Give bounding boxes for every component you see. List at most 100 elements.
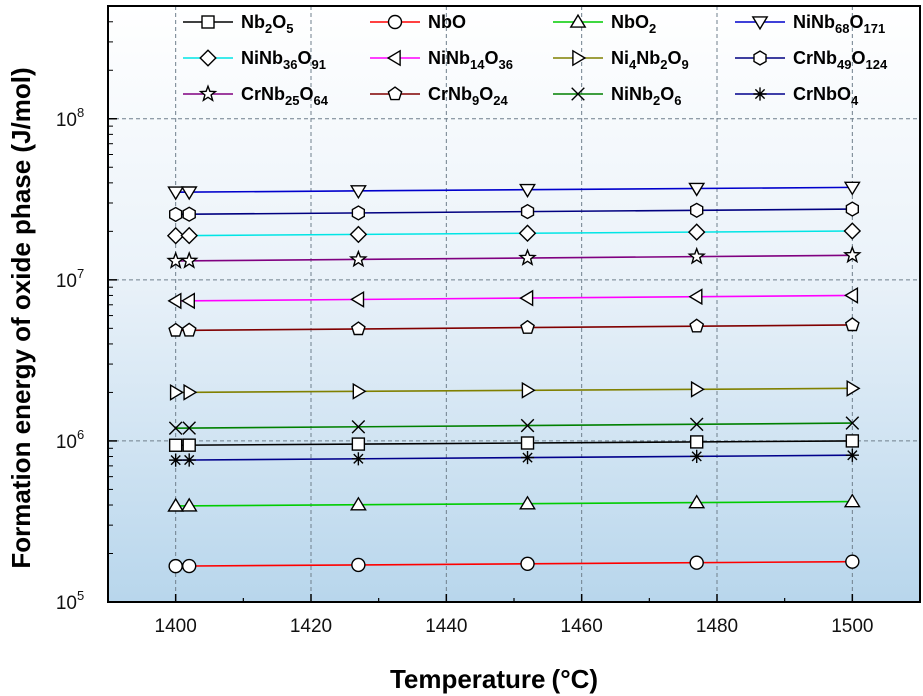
series-line-crnbo4 (175, 454, 853, 461)
data-point-crnb49o124 (168, 206, 183, 223)
data-point-ni4nb2o9 (352, 382, 367, 400)
series-line-ninb68o171 (175, 186, 853, 193)
legend-marker-crnb49o124 (753, 50, 767, 66)
series-line-crnb9o24 (175, 324, 853, 332)
legend-marker-ni4nb2o9 (572, 49, 587, 67)
data-point-ninb68o171 (519, 183, 536, 198)
data-point-crnb49o124 (690, 202, 704, 219)
legend-marker-crnb25o64 (198, 84, 218, 102)
data-point-crnb9o24 (168, 322, 184, 337)
legend-marker-nbo (387, 14, 403, 30)
x-axis-title-text: Temperature (390, 664, 546, 694)
x-tick-label: 1440 (425, 616, 467, 637)
data-point-ninb68o171 (349, 185, 367, 200)
data-point-ninb68o171 (180, 186, 198, 201)
data-point-crnb25o64 (518, 248, 537, 266)
data-point-crnb49o124 (845, 201, 859, 217)
data-point-crnbo4 (351, 452, 365, 466)
data-point-ni4nb2o9 (846, 379, 861, 397)
data-point-ninb36o91 (349, 225, 368, 244)
data-point-crnb9o24 (520, 319, 535, 334)
series-line-nbo (175, 560, 853, 567)
legend-marker-crnb9o24 (387, 86, 403, 101)
data-point-nbo2 (180, 497, 198, 512)
data-point-nbo2 (688, 494, 706, 509)
data-point-ninb14o36 (688, 288, 703, 306)
data-point-ni4nb2o9 (183, 383, 198, 401)
data-point-ninb68o171 (167, 186, 185, 201)
data-point-nb2o5 (520, 436, 535, 450)
x-axis-unit: °C (560, 664, 589, 694)
legend-label-ninb36o91: NiNb36O91 (241, 48, 326, 72)
legend-label-ninb14o36: NiNb14O36 (428, 48, 513, 72)
series-line-ninb14o36 (175, 294, 853, 302)
data-point-crnb9o24 (844, 317, 860, 332)
legend-label-crnb25o64: CrNb25O64 (241, 84, 329, 108)
data-point-crnb25o64 (348, 249, 368, 268)
legend-marker-ninb36o91 (199, 49, 217, 67)
data-point-crnb9o24 (181, 322, 197, 337)
data-point-ninb14o36 (180, 292, 196, 310)
legend-label-ninb68o171: NiNb68O171 (793, 12, 885, 36)
data-point-crnb25o64 (843, 245, 862, 264)
series-line-crnb25o64 (175, 254, 853, 262)
data-point-crnb49o124 (182, 206, 196, 222)
data-point-nb2o5 (182, 438, 196, 452)
legend-label-nb2o5: Nb2O5 (241, 12, 293, 36)
series-line-crnb49o124 (175, 208, 853, 216)
data-point-nb2o5 (845, 434, 860, 448)
data-point-ninb36o91 (687, 223, 706, 241)
data-point-ni4nb2o9 (169, 383, 184, 401)
y-axis-title: Formation energy of oxide phase (J/mol) (6, 67, 36, 568)
legend-label-ninb2o6: NiNb2O6 (611, 84, 681, 108)
data-point-nb2o5 (690, 435, 704, 449)
data-point-crnb9o24 (689, 318, 705, 333)
data-point-ninb2o6 (520, 418, 535, 433)
data-point-nb2o5 (351, 437, 366, 451)
series-markers (166, 181, 862, 574)
data-point-ninb2o6 (845, 416, 860, 430)
series-line-ninb36o91 (175, 230, 853, 237)
data-point-ninb36o91 (843, 222, 862, 240)
data-point-ninb14o36 (844, 286, 859, 304)
legend-marker-crnbo4 (753, 87, 767, 101)
x-tick-label: 1500 (831, 616, 873, 637)
data-point-ninb14o36 (167, 292, 182, 310)
data-point-ninb14o36 (519, 289, 534, 307)
data-point-crnbo4 (845, 448, 859, 462)
legend-marker-ninb14o36 (386, 49, 401, 67)
data-point-nbo2 (349, 496, 367, 511)
series-line-nbo2 (175, 500, 853, 507)
legend-label-crnb9o24: CrNb9O24 (428, 84, 508, 108)
data-point-ninb36o91 (166, 226, 185, 245)
y-tick-label: 107 (56, 266, 84, 292)
data-point-ni4nb2o9 (690, 380, 705, 398)
data-point-crnbo4 (690, 449, 704, 463)
data-point-ninb36o91 (180, 226, 198, 245)
series-lines (175, 186, 853, 567)
legend-label-crnbo4: CrNbO4 (793, 84, 859, 108)
legend: Nb2O5 NbO NbO2 NiNb68O171 NiNb36O91 NiNb14O36… (183, 12, 888, 108)
data-point-ninb68o171 (688, 182, 706, 197)
data-point-nbo (689, 555, 704, 570)
data-point-nbo (351, 557, 366, 573)
data-point-nbo (168, 558, 183, 574)
data-point-crnbo4 (169, 453, 183, 467)
legend-label-crnb49o124: CrNb49O124 (793, 48, 888, 72)
data-point-crnb49o124 (351, 205, 365, 221)
y-tick-label: 105 (56, 588, 84, 614)
legend-label-ni4nb2o9: Ni4Nb2O9 (611, 48, 689, 72)
series-line-ninb2o6 (175, 422, 853, 429)
legend-marker-ninb68o171 (751, 16, 769, 31)
data-point-ninb2o6 (689, 417, 704, 432)
data-point-ni4nb2o9 (521, 381, 536, 399)
x-tick-label: 1420 (290, 616, 332, 637)
data-point-ninb14o36 (350, 290, 365, 308)
data-point-nbo (181, 558, 197, 574)
legend-label-nbo2: NbO2 (611, 12, 656, 36)
x-axis-title: Temperature (°C) (390, 664, 598, 694)
series-line-nb2o5 (175, 440, 853, 447)
data-point-nbo (520, 556, 535, 572)
data-point-ninb2o6 (351, 420, 366, 434)
